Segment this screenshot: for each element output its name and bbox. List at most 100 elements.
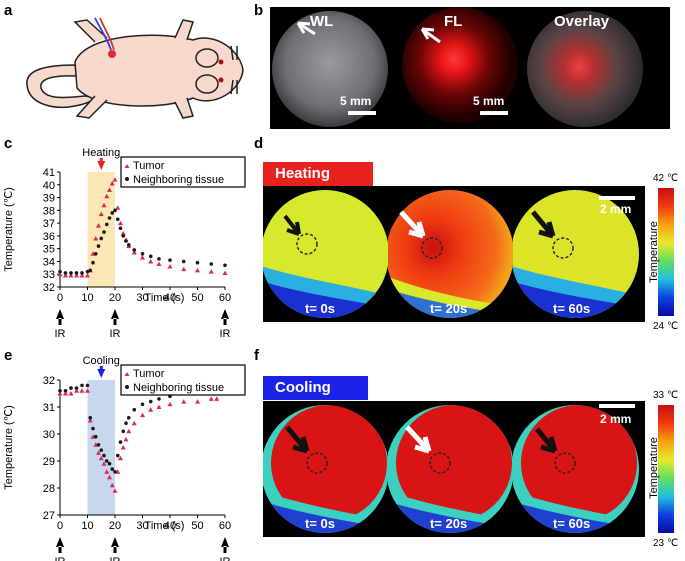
probe-wire-blue xyxy=(94,17,112,51)
c-point-tissue xyxy=(124,239,128,243)
c-point-tumor xyxy=(98,211,104,217)
e-point-tissue xyxy=(107,461,112,466)
c-point-tissue xyxy=(140,251,145,256)
c-point-tissue xyxy=(121,234,126,238)
c-legend-tissue: Neighboring tissue xyxy=(133,174,224,186)
e-legend-tissue-marker xyxy=(125,385,129,389)
c-ir-arrow-icon xyxy=(111,309,119,325)
tumor-dot xyxy=(108,50,116,58)
c-point-tissue xyxy=(181,259,186,264)
e-point-tumor xyxy=(74,388,79,393)
e-point-tumor xyxy=(181,399,187,404)
c-point-tumor xyxy=(79,273,85,278)
cool-arrow-t60-icon xyxy=(535,427,558,454)
mouse-eye-bottom xyxy=(218,77,224,83)
e-legend-tumor-marker xyxy=(124,372,130,376)
c-y-tick-label: 32 xyxy=(43,282,55,294)
cooling-title-badge: Cooling xyxy=(263,376,368,400)
fl-label: FL xyxy=(444,13,463,30)
e-x-tick-label: 0 xyxy=(57,520,63,532)
heating-time-20: t= 20s xyxy=(430,301,468,316)
c-point-tissue xyxy=(132,248,137,252)
e-point-tissue xyxy=(124,421,128,425)
heating-thermal-images xyxy=(263,190,639,318)
e-y-tick-label: 29 xyxy=(43,456,55,468)
e-point-tissue xyxy=(85,383,90,388)
heating-colorbar xyxy=(658,188,674,316)
e-point-tumor xyxy=(79,388,85,393)
c-point-tumor xyxy=(93,235,99,241)
c-point-tumor xyxy=(140,255,145,260)
c-point-tissue xyxy=(107,216,112,220)
c-point-tumor xyxy=(120,230,126,236)
e-point-tumor xyxy=(57,391,63,396)
panel-label-e: e xyxy=(4,347,13,364)
roi-circle-t60 xyxy=(552,237,574,259)
c-legend-tumor: Tumor xyxy=(133,160,165,172)
fl-arrow-icon xyxy=(420,27,441,44)
e-point-tumor xyxy=(63,391,68,396)
c-point-tumor xyxy=(208,269,214,274)
c-legend-tumor-marker xyxy=(124,164,130,168)
c-annotation: Heating xyxy=(82,147,120,159)
c-x-tick-label: 50 xyxy=(191,292,203,304)
c-ir-arrow-icon xyxy=(221,309,229,325)
c-point-tumor xyxy=(74,273,79,278)
cool-roi-circle-t20 xyxy=(429,452,451,474)
mouse-hind-leg-top xyxy=(73,19,108,43)
mouse-front-leg-top xyxy=(174,19,194,41)
mouse-eye-top xyxy=(218,59,224,65)
e-x-tick-label: 60 xyxy=(219,520,231,532)
cooling-colorbar-min: 23 ℃ xyxy=(653,538,679,549)
c-y-tick-label: 41 xyxy=(43,167,55,179)
c-ir-label: IR xyxy=(220,328,231,340)
e-point-tumor xyxy=(68,391,74,396)
e-point-tumor xyxy=(214,396,220,401)
c-point-tumor xyxy=(68,273,74,278)
heating-title-badge: Heating xyxy=(263,162,373,186)
cooling-colorbar-label: Temperature xyxy=(648,437,660,499)
e-ir-arrow-icon xyxy=(56,537,64,553)
c-point-tissue xyxy=(195,260,200,265)
heating-time-0: t= 0s xyxy=(305,301,335,316)
e-point-tumor xyxy=(167,401,173,407)
c-y-tick-label: 40 xyxy=(43,180,55,192)
scale-label-fl: 5 mm xyxy=(473,94,505,108)
wl-arrow-icon xyxy=(296,21,316,36)
e-annotation: Cooling xyxy=(83,355,120,367)
e-shade-band xyxy=(87,380,115,515)
c-point-tumor xyxy=(148,258,154,264)
scale-bar-fl xyxy=(480,111,508,115)
cooling-time-60: t= 60s xyxy=(553,516,591,531)
e-point-tissue xyxy=(80,383,84,388)
e-point-tissue xyxy=(69,386,73,390)
e-point-tissue xyxy=(88,416,93,420)
e-point-tumor xyxy=(85,388,90,393)
cooling-chart: 0 10 20 30 40 50 60 27 28 29 30 31 32 Time (s) Tempera… xyxy=(3,355,246,561)
e-point-tissue xyxy=(93,434,98,439)
e-y-tick-label: 27 xyxy=(43,510,55,522)
e-y-tick-label: 28 xyxy=(43,483,55,495)
c-point-tumor xyxy=(109,181,115,186)
panel-b-image-strip: WL FL Overlay 5 mm 5 mm xyxy=(270,7,670,129)
e-y-tick-label: 31 xyxy=(43,402,55,414)
e-ir-arrow-icon xyxy=(111,537,119,553)
e-point-tumor xyxy=(120,445,126,450)
c-point-tumor xyxy=(107,187,112,192)
c-y-tick-label: 33 xyxy=(43,269,55,281)
c-point-tissue xyxy=(69,271,73,275)
e-point-tissue xyxy=(126,416,131,420)
c-x-tick-label: 60 xyxy=(219,292,231,304)
c-point-tumor xyxy=(167,264,173,269)
roi-circle-t20 xyxy=(421,237,443,259)
c-point-tissue xyxy=(115,217,120,222)
c-point-tissue xyxy=(126,243,131,247)
c-x-axis-label: Time (s) xyxy=(145,292,185,304)
e-x-tick-label: 10 xyxy=(81,520,93,532)
scale-label-wl: 5 mm xyxy=(340,94,372,108)
c-point-tumor xyxy=(57,271,63,277)
e-point-tissue xyxy=(74,386,79,390)
panel-label-d: d xyxy=(254,135,264,152)
e-point-tumor xyxy=(208,396,214,401)
c-point-tissue xyxy=(209,262,214,266)
